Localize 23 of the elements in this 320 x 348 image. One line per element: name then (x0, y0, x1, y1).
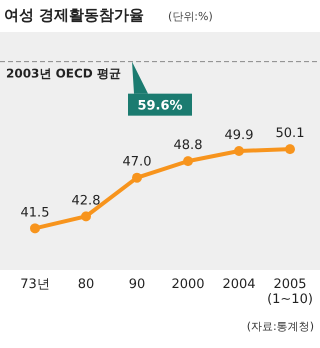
point (285, 144, 295, 154)
x-tick-label: 2000 (171, 277, 205, 292)
x-tick-label: 80 (78, 277, 94, 292)
chart-subtitle: (단위:%) (168, 10, 213, 23)
data-label: 42.8 (72, 193, 100, 208)
text: (자료:통계청) (246, 320, 314, 333)
chart-title: 여성 경제활동참가율 (4, 6, 144, 24)
annotation: 59.6% (137, 98, 183, 114)
point (183, 156, 193, 166)
data-label: 48.8 (174, 138, 202, 154)
data-label: 49.9 (224, 128, 254, 143)
ref-line-label: 2003년 OECD 평균 (6, 66, 121, 81)
data-label: 50.1 (276, 126, 304, 142)
data-label: 41.5 (20, 205, 50, 220)
x-tick-label: 2004 (222, 277, 256, 292)
point (132, 172, 142, 183)
x-tick-label: 2005 (1~10) (267, 277, 313, 307)
x-tick-label: 90 (128, 277, 146, 292)
x-tick-label: 73년 (20, 277, 50, 292)
data-label: 47.0 (122, 154, 152, 170)
point (234, 146, 244, 156)
point (30, 223, 40, 234)
point (81, 211, 91, 222)
